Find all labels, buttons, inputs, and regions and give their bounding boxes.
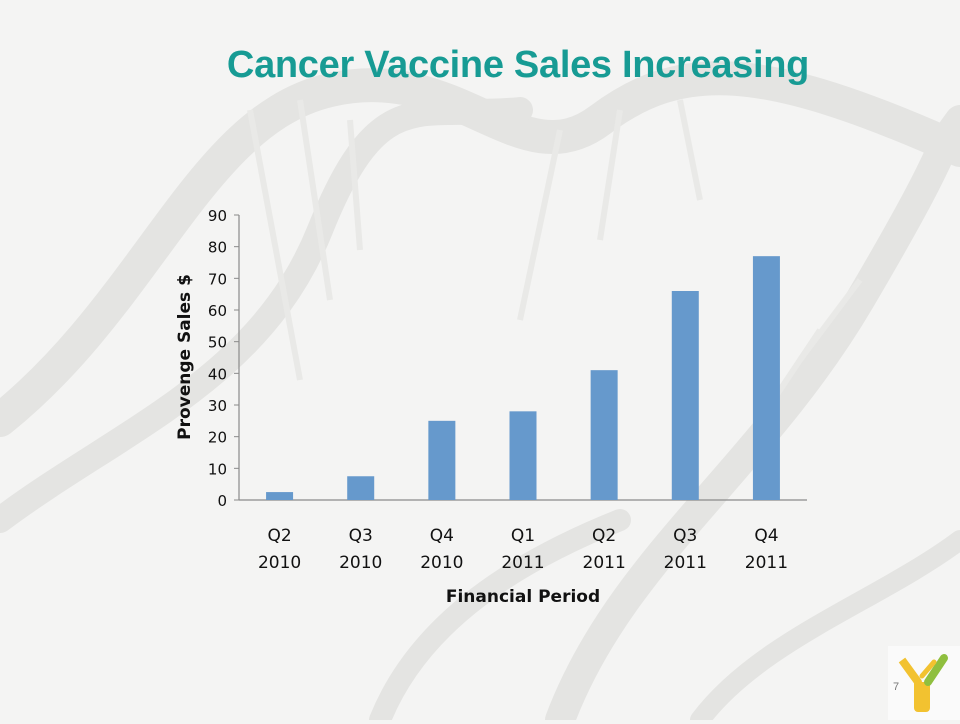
y-tick-label: 70 [208,270,227,288]
page-number: 7 [893,681,900,693]
x-tick-label: 2011 [583,553,626,573]
y-tick-label: 0 [217,492,227,510]
x-tick-label: 2011 [664,553,707,573]
x-tick-label: Q4 [754,526,778,546]
x-tick-label: Q2 [267,526,291,546]
company-logo [888,646,960,720]
bar [752,256,780,500]
y-tick-label: 40 [208,365,227,383]
x-tick-label: Q3 [673,526,697,546]
x-tick-label: Q3 [349,526,373,546]
y-tick-label: 80 [208,239,227,257]
y-tick-label: 60 [208,302,227,320]
slide-title: Cancer Vaccine Sales Increasing [226,44,810,86]
x-tick-label: 2010 [258,553,301,573]
x-tick-label: Q1 [511,526,535,546]
bar [671,291,699,500]
y-axis-title: Provenge Sales $ [175,274,195,440]
x-tick-label: 2011 [501,553,544,573]
x-tick-label: 2010 [420,553,463,573]
x-tick-label: Q2 [592,526,616,546]
x-axis-title: Financial Period [446,587,600,607]
x-tick-label: 2010 [339,553,382,573]
bar [590,370,618,500]
y-tick-label: 90 [208,207,227,225]
y-tick-label: 50 [208,334,227,352]
x-tick-label: 2011 [745,553,788,573]
bar [509,411,537,500]
logo-icon [898,654,948,712]
y-tick-label: 10 [208,460,227,478]
y-tick-label: 30 [208,397,227,415]
bar [428,420,456,500]
x-tick-label: Q4 [430,526,454,546]
bar [266,492,294,500]
y-tick-label: 20 [208,429,227,447]
bar [347,476,375,500]
